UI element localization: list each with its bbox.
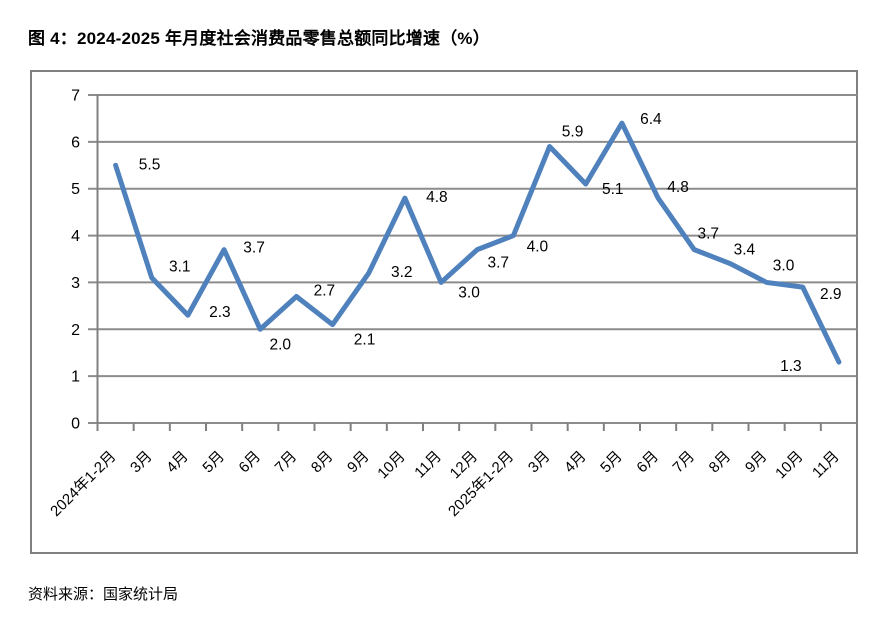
- svg-text:6.4: 6.4: [640, 111, 662, 128]
- svg-text:6: 6: [71, 134, 80, 151]
- svg-text:2.1: 2.1: [354, 332, 376, 349]
- source-note: 资料来源：国家统计局: [28, 586, 179, 603]
- svg-text:4.0: 4.0: [527, 239, 549, 256]
- svg-text:4.8: 4.8: [426, 189, 448, 206]
- svg-text:3: 3: [71, 275, 80, 292]
- figure-title: 图 4：2024-2025 年月度社会消费品零售总额同比增速（%）: [28, 29, 490, 48]
- svg-text:2.3: 2.3: [209, 304, 231, 321]
- svg-text:2.9: 2.9: [820, 286, 842, 303]
- svg-text:5.5: 5.5: [139, 156, 161, 173]
- svg-text:7: 7: [71, 88, 80, 105]
- svg-text:2.7: 2.7: [314, 282, 336, 299]
- svg-text:3.7: 3.7: [697, 226, 719, 243]
- svg-text:4.8: 4.8: [667, 179, 689, 196]
- svg-text:3.0: 3.0: [773, 257, 795, 274]
- svg-text:3.2: 3.2: [391, 264, 413, 281]
- svg-text:3.4: 3.4: [734, 242, 756, 259]
- svg-text:5.1: 5.1: [602, 181, 624, 198]
- retail-growth-line-chart: 0 1 2 3 4 5 6 7 5.5 3.1 2.3 3.7 2.0 2.7 2.1 3.2 4.8 3.0 3.…: [30, 70, 858, 554]
- svg-text:3.7: 3.7: [243, 240, 265, 257]
- svg-text:0: 0: [71, 416, 80, 433]
- svg-text:3.0: 3.0: [458, 284, 480, 301]
- svg-text:5.9: 5.9: [562, 124, 584, 141]
- svg-text:3.7: 3.7: [487, 255, 509, 272]
- svg-text:2.0: 2.0: [269, 336, 291, 353]
- svg-text:3.1: 3.1: [169, 259, 191, 276]
- svg-text:1: 1: [71, 369, 80, 386]
- svg-text:2: 2: [71, 322, 80, 339]
- svg-text:5: 5: [71, 181, 80, 198]
- svg-text:1.3: 1.3: [780, 358, 802, 375]
- svg-text:4: 4: [71, 228, 80, 245]
